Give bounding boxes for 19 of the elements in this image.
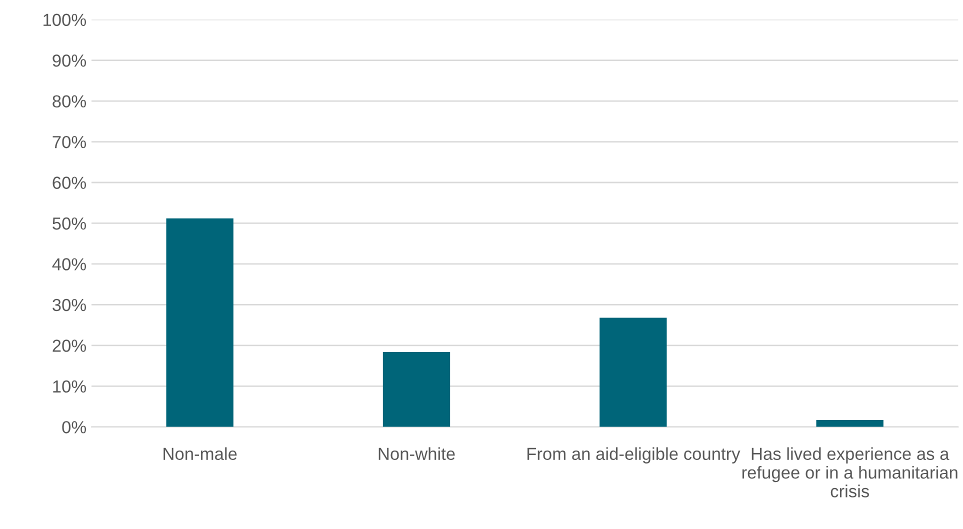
y-tick-label: 80% [52, 95, 86, 108]
y-tick-label: 100% [44, 14, 86, 26]
x-tick-label: Non-white [378, 447, 455, 460]
y-tick-label: 30% [52, 298, 86, 312]
x-tick-label: Non-male [164, 447, 237, 460]
y-tick-label: 70% [52, 136, 86, 148]
bar [382, 352, 450, 427]
x-tick-label: Has lived experience as a refugee or in a humanitarian crisis [742, 447, 958, 498]
y-tick-label: 60% [52, 176, 86, 189]
bar [166, 218, 234, 427]
y-tick-label: 20% [52, 340, 86, 352]
y-tick-label: 0% [62, 421, 86, 434]
bar [600, 318, 667, 427]
y-tick-label: 90% [52, 54, 86, 67]
y-tick-label: 50% [52, 217, 86, 230]
y-tick-label: 40% [52, 258, 86, 270]
y-tick-label: 10% [53, 380, 86, 393]
x-tick-label: From an aid-eligible country [527, 447, 740, 464]
bar [816, 420, 884, 427]
